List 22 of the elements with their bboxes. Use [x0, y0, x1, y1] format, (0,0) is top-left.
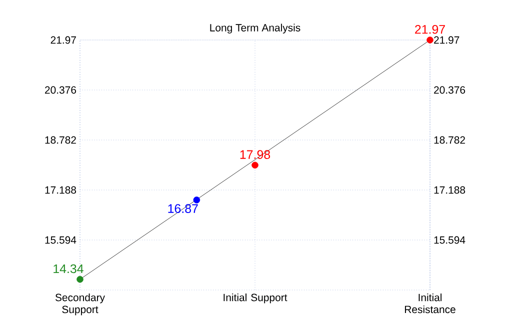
y-tick-label: 15.594: [45, 236, 76, 244]
data-label: 21.97: [415, 24, 445, 34]
x-tick-label: Initial Resistance: [404, 294, 456, 314]
data-label: 17.98: [240, 150, 270, 159]
y-tick-label: 18.782: [45, 136, 76, 144]
point: [252, 162, 258, 169]
point: [193, 196, 200, 204]
y-tick-label: 17.188: [45, 186, 76, 194]
y2-tick-label: 17.188: [434, 186, 466, 194]
point: [426, 36, 434, 44]
y-tick-label: 21.97: [50, 36, 76, 44]
y2-tick-label: 21.97: [434, 36, 460, 44]
y-tick-label: 20.376: [45, 86, 76, 94]
data-label: 14.34: [54, 264, 84, 274]
point: [76, 276, 84, 283]
x-tick-label: Initial Support: [224, 294, 288, 304]
x-tick-label: Secondary Support: [55, 294, 105, 316]
y2-tick-label: 15.594: [434, 236, 466, 244]
data-label: 16.87: [168, 204, 198, 213]
y2-tick-label: 20.376: [434, 86, 466, 94]
chart-title: Long Term Analysis: [210, 24, 300, 34]
y2-tick-label: 18.782: [434, 136, 465, 144]
